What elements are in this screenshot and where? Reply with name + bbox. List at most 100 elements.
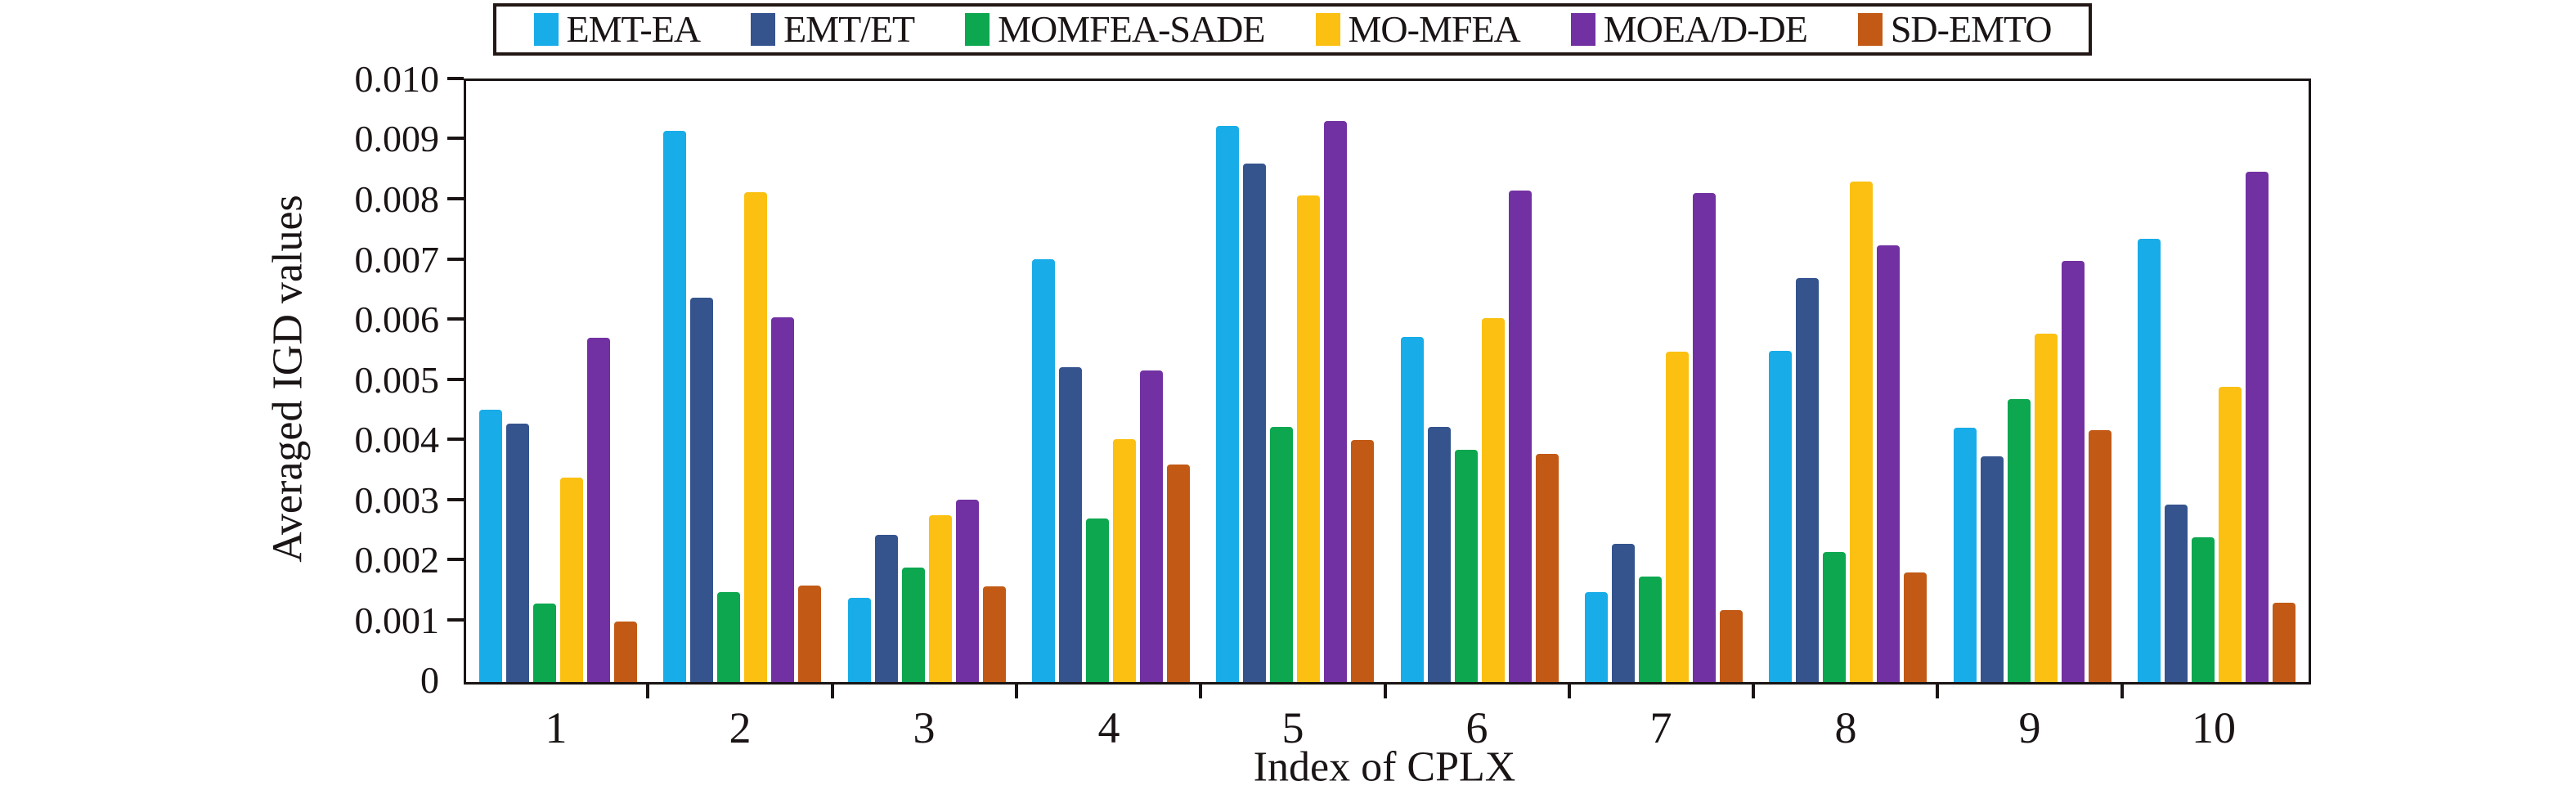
y-axis-tick bbox=[447, 378, 464, 381]
bar-EMT/ET-cplx3 bbox=[875, 535, 898, 682]
y-axis-tick bbox=[447, 438, 464, 441]
bar-EMT/ET-cplx7 bbox=[1612, 544, 1635, 682]
y-axis-tick bbox=[447, 558, 464, 561]
bar-EMT-EA-cplx9 bbox=[1954, 428, 1977, 682]
y-axis-tick-label: 0.004 bbox=[354, 419, 440, 460]
bar-SD-EMTO-cplx3 bbox=[983, 586, 1006, 682]
bar-MOEA/D-DE-cplx8 bbox=[1877, 245, 1900, 682]
legend-swatch-icon bbox=[1857, 13, 1883, 46]
bar-EMT-EA-cplx7 bbox=[1585, 592, 1608, 682]
y-axis-tick bbox=[447, 137, 464, 140]
y-axis-tick-label: 0.007 bbox=[354, 239, 440, 281]
bar-MOMFEA-SADE-cplx10 bbox=[2192, 537, 2215, 682]
x-axis-tick bbox=[1568, 682, 1571, 698]
y-axis-tick bbox=[447, 258, 464, 261]
x-axis-tick-label: 5 bbox=[1281, 703, 1304, 752]
legend-swatch-icon bbox=[751, 13, 776, 46]
x-axis-tick bbox=[1199, 682, 1202, 698]
bar-MOMFEA-SADE-cplx9 bbox=[2008, 399, 2031, 682]
bar-SD-EMTO-cplx1 bbox=[614, 622, 637, 682]
y-axis-tick bbox=[447, 197, 464, 200]
bar-MO-MFEA-cplx8 bbox=[1850, 182, 1873, 682]
legend-label: MO-MFEA bbox=[1348, 8, 1521, 50]
bar-EMT/ET-cplx1 bbox=[506, 424, 529, 682]
bar-SD-EMTO-cplx8 bbox=[1904, 572, 1927, 682]
x-axis-tick-label: 9 bbox=[2018, 703, 2041, 752]
bar-SD-EMTO-cplx6 bbox=[1536, 454, 1559, 682]
bar-EMT-EA-cplx1 bbox=[479, 410, 502, 682]
bar-EMT/ET-cplx2 bbox=[690, 298, 713, 682]
bar-SD-EMTO-cplx9 bbox=[2089, 430, 2112, 682]
x-axis-tick bbox=[1015, 682, 1018, 698]
x-axis-tick bbox=[1936, 682, 1939, 698]
bar-MO-MFEA-cplx5 bbox=[1297, 195, 1320, 682]
x-axis-tick-label: 8 bbox=[1834, 703, 1857, 752]
bar-MOEA/D-DE-cplx1 bbox=[587, 338, 610, 682]
legend-entry: MO-MFEA bbox=[1315, 8, 1521, 50]
bar-EMT/ET-cplx9 bbox=[1981, 456, 2004, 682]
bar-MOEA/D-DE-cplx9 bbox=[2062, 261, 2085, 682]
bar-MOEA/D-DE-cplx2 bbox=[771, 317, 794, 682]
x-axis-tick bbox=[646, 682, 649, 698]
x-axis-tick-label: 2 bbox=[729, 703, 752, 752]
x-axis-tick-label: 10 bbox=[2192, 703, 2236, 752]
bar-MO-MFEA-cplx10 bbox=[2219, 387, 2242, 682]
bar-SD-EMTO-cplx10 bbox=[2273, 603, 2296, 682]
bar-MO-MFEA-cplx9 bbox=[2035, 334, 2058, 682]
bar-SD-EMTO-cplx4 bbox=[1167, 465, 1190, 682]
legend-label: SD-EMTO bbox=[1890, 8, 2053, 50]
bar-MO-MFEA-cplx3 bbox=[929, 515, 952, 682]
bar-EMT/ET-cplx6 bbox=[1428, 427, 1451, 682]
bar-MO-MFEA-cplx7 bbox=[1666, 352, 1689, 682]
bar-EMT/ET-cplx8 bbox=[1796, 278, 1819, 682]
bar-EMT-EA-cplx2 bbox=[663, 131, 686, 682]
bar-MO-MFEA-cplx4 bbox=[1113, 439, 1136, 682]
y-axis-tick-label: 0.006 bbox=[354, 299, 440, 340]
bar-MOEA/D-DE-cplx7 bbox=[1693, 193, 1716, 682]
bar-MOEA/D-DE-cplx5 bbox=[1324, 121, 1347, 682]
legend-entry: EMT-EA bbox=[533, 8, 702, 50]
bar-EMT/ET-cplx4 bbox=[1059, 367, 1082, 682]
x-axis-tick bbox=[2120, 682, 2124, 698]
legend-label: EMT/ET bbox=[783, 8, 915, 50]
y-axis-tick-label: 0 bbox=[420, 659, 439, 701]
y-axis-tick-label: 0.001 bbox=[354, 599, 440, 641]
x-axis-tick-label: 7 bbox=[1649, 703, 1672, 752]
x-axis-title: Index of CPLX bbox=[1253, 743, 1516, 791]
x-axis-tick-label: 4 bbox=[1097, 703, 1120, 752]
bar-EMT-EA-cplx10 bbox=[2138, 239, 2161, 682]
bar-EMT-EA-cplx4 bbox=[1032, 259, 1055, 682]
y-axis-tick-label: 0.008 bbox=[354, 178, 440, 220]
bar-EMT/ET-cplx10 bbox=[2165, 505, 2188, 682]
bar-EMT-EA-cplx3 bbox=[848, 598, 871, 682]
y-axis-tick bbox=[447, 77, 464, 80]
y-axis-tick-label: 0.009 bbox=[354, 118, 440, 159]
bar-MOMFEA-SADE-cplx3 bbox=[902, 568, 925, 682]
bar-MOMFEA-SADE-cplx6 bbox=[1455, 450, 1478, 682]
bar-MOMFEA-SADE-cplx1 bbox=[533, 604, 556, 682]
plot-area bbox=[464, 79, 2311, 685]
legend-label: MOEA/D-DE bbox=[1603, 8, 1808, 50]
x-axis-tick-label: 3 bbox=[913, 703, 936, 752]
legend-swatch-icon bbox=[1315, 13, 1340, 46]
y-axis-tick-label: 0.005 bbox=[354, 359, 440, 401]
bar-MOMFEA-SADE-cplx5 bbox=[1270, 427, 1293, 682]
legend-entry: MOMFEA-SADE bbox=[965, 8, 1266, 50]
legend-label: EMT-EA bbox=[566, 8, 702, 50]
legend-label: MOMFEA-SADE bbox=[998, 8, 1265, 50]
bar-MOMFEA-SADE-cplx2 bbox=[717, 592, 740, 682]
bar-SD-EMTO-cplx5 bbox=[1351, 440, 1374, 682]
bar-MOEA/D-DE-cplx6 bbox=[1509, 191, 1532, 682]
y-axis-tick bbox=[447, 317, 464, 321]
bar-MOEA/D-DE-cplx4 bbox=[1140, 370, 1163, 682]
legend-swatch-icon bbox=[533, 13, 559, 46]
y-axis-tick bbox=[447, 618, 464, 622]
bar-MOMFEA-SADE-cplx7 bbox=[1639, 577, 1662, 682]
legend-entry: EMT/ET bbox=[751, 8, 915, 50]
legend-entry: MOEA/D-DE bbox=[1570, 8, 1808, 50]
x-axis-tick bbox=[1384, 682, 1387, 698]
bar-MOEA/D-DE-cplx3 bbox=[956, 500, 979, 682]
bar-MOEA/D-DE-cplx10 bbox=[2246, 172, 2269, 682]
y-axis-tick-label: 0.003 bbox=[354, 479, 440, 521]
